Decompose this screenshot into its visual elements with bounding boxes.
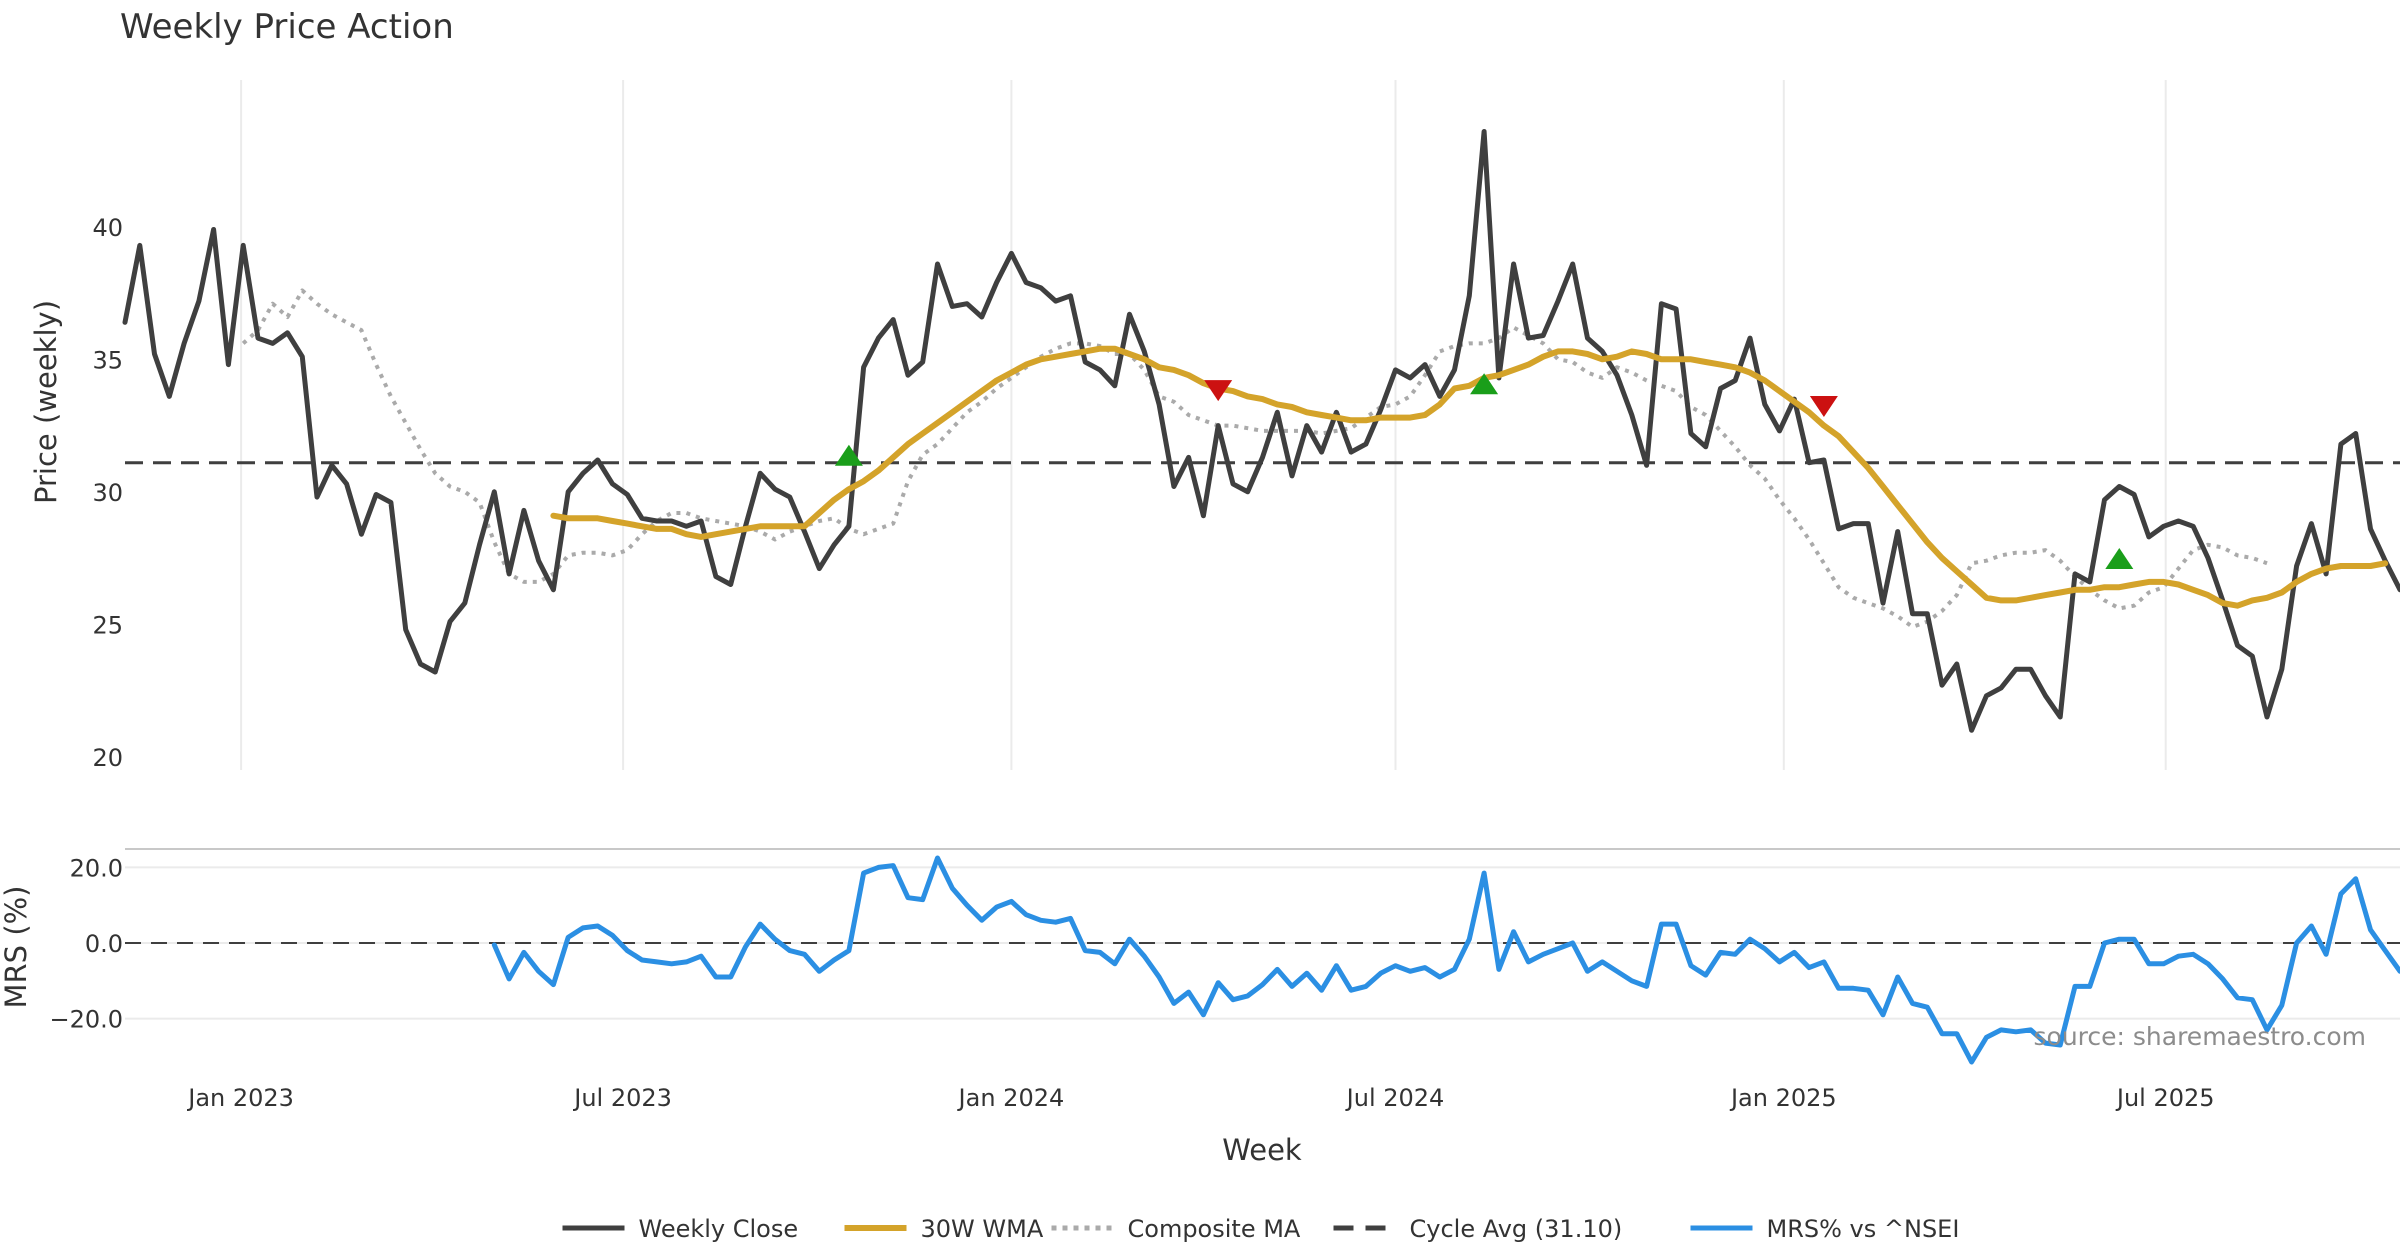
price-series-group <box>122 129 2400 733</box>
x-axis-ticks: Jan 2023 Jul 2023 Jan 2024 Jul 2024 Jan 2025… <box>186 1084 2214 1112</box>
composite-ma-line <box>241 288 2268 629</box>
price-y-tick-label: 40 <box>92 214 123 242</box>
x-tick-label: Jul 2025 <box>2115 1084 2215 1112</box>
price-y-tick-label: 20 <box>92 744 123 772</box>
sell-signal-marker <box>1204 380 1233 402</box>
weekly-close-line <box>122 129 2400 733</box>
legend-label: Composite MA <box>1128 1215 1301 1243</box>
30w-wma-line <box>550 345 2389 609</box>
price-y-ticks: 20 25 30 35 40 <box>92 214 123 772</box>
chart-title: Weekly Price Action <box>120 7 454 47</box>
x-tick-label: Jan 2023 <box>186 1084 294 1112</box>
mrs-vs-nsei-line <box>491 855 2400 1065</box>
mrs-y-tick-label: 0.0 <box>85 930 123 958</box>
price-y-tick-label: 25 <box>92 611 123 639</box>
price-panel: 20 25 30 35 40 Price (weekly) <box>29 80 2400 772</box>
source-note: source: sharemaestro.com <box>2034 1022 2367 1051</box>
legend-label: Cycle Avg (31.10) <box>1410 1215 1623 1243</box>
price-y-axis-label: Price (weekly) <box>29 300 63 504</box>
mrs-series-group <box>491 855 2400 1065</box>
signal-markers <box>834 373 2134 569</box>
legend: Weekly Close 30W WMA Composite MA Cycle Avg… <box>562 1215 1960 1243</box>
x-tick-label: Jul 2024 <box>1345 1084 1445 1112</box>
sell-signal-marker <box>1809 396 1838 417</box>
buy-signal-marker <box>2105 548 2134 569</box>
buy-signal-marker <box>1470 373 1499 395</box>
x-axis-label: Week <box>1222 1133 1302 1167</box>
price-y-tick-label: 30 <box>92 479 123 507</box>
legend-label: 30W WMA <box>921 1215 1044 1243</box>
price-vertical-grid <box>240 80 2167 770</box>
x-tick-label: Jan 2024 <box>957 1084 1065 1112</box>
mrs-y-tick-label: −20.0 <box>49 1006 123 1034</box>
legend-label: MRS% vs ^NSEI <box>1767 1215 1960 1243</box>
x-tick-label: Jul 2023 <box>572 1084 672 1112</box>
mrs-y-tick-label: 20.0 <box>70 854 123 882</box>
mrs-y-ticks: 20.0 0.0 −20.0 <box>49 854 123 1033</box>
buy-signal-marker <box>834 444 863 466</box>
legend-label: Weekly Close <box>639 1215 799 1243</box>
mrs-panel: 20.0 0.0 −20.0 MRS (%) source: sharemaestr… <box>0 854 2400 1065</box>
mrs-y-axis-label: MRS (%) <box>0 886 33 1009</box>
x-tick-label: Jan 2025 <box>1729 1084 1837 1112</box>
price-y-tick-label: 35 <box>92 346 123 374</box>
